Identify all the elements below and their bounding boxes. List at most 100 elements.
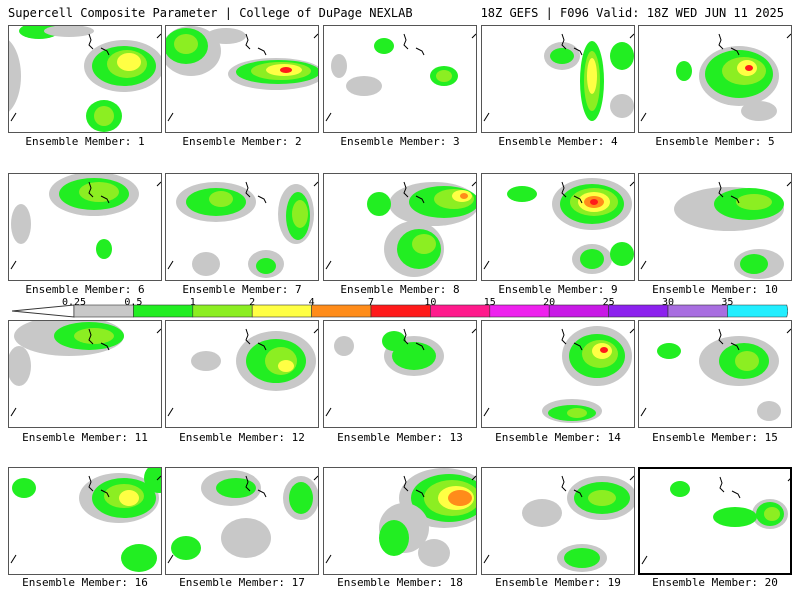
ensemble-member-map-15[interactable] xyxy=(638,320,792,428)
lake-outline xyxy=(88,33,161,56)
colorbar-tick-label: 2 xyxy=(249,297,256,308)
scp-contour xyxy=(174,34,198,54)
scp-contour xyxy=(206,28,246,44)
colorbar-segment xyxy=(370,304,431,318)
lake-outline xyxy=(245,181,318,204)
colorbar-segment xyxy=(667,304,728,318)
scp-contour xyxy=(745,65,753,71)
ensemble-member-caption: Ensemble Member: 9 xyxy=(498,283,618,296)
coast-outline xyxy=(483,554,490,564)
scp-contour xyxy=(610,94,634,118)
lake-outline xyxy=(403,181,476,204)
ensemble-member-map-6[interactable] xyxy=(8,173,162,281)
scp-contour xyxy=(564,548,600,568)
scp-contour xyxy=(588,490,616,506)
ensemble-member-map-8[interactable] xyxy=(323,173,477,281)
ensemble-member-map-11[interactable] xyxy=(8,320,162,428)
coast-outline xyxy=(641,555,648,565)
scp-field-17 xyxy=(167,470,318,564)
scp-field-14 xyxy=(483,326,634,423)
scp-contour xyxy=(171,536,201,560)
scp-contour xyxy=(590,199,598,205)
ensemble-member-map-14[interactable] xyxy=(481,320,635,428)
scp-field-5 xyxy=(640,33,791,122)
scp-contour xyxy=(191,351,221,371)
scp-contour xyxy=(9,40,21,112)
ensemble-member-map-12[interactable] xyxy=(165,320,319,428)
scp-contour xyxy=(379,520,409,556)
coast-outline xyxy=(167,260,174,270)
ensemble-member-map-19[interactable] xyxy=(481,467,635,575)
scp-contour xyxy=(117,53,141,71)
ensemble-member-map-4[interactable] xyxy=(481,25,635,133)
scp-field-3 xyxy=(325,33,476,122)
scp-field-9 xyxy=(483,178,634,274)
ensemble-member-caption: Ensemble Member: 12 xyxy=(179,431,305,444)
lake-outline xyxy=(245,33,318,56)
lake-outline xyxy=(88,181,161,204)
lake-outline xyxy=(245,475,318,498)
scp-contour xyxy=(367,192,391,216)
ensemble-member-map-5[interactable] xyxy=(638,25,792,133)
scp-contour xyxy=(392,342,436,370)
ensemble-member-caption: Ensemble Member: 2 xyxy=(182,135,302,148)
ensemble-member-map-1[interactable] xyxy=(8,25,162,133)
scp-contour xyxy=(587,58,597,94)
ensemble-member-caption: Ensemble Member: 13 xyxy=(337,431,463,444)
scp-contour xyxy=(44,26,94,37)
colorbar-tick-label: 7 xyxy=(367,297,375,308)
scp-field-13 xyxy=(325,328,476,417)
scp-contour xyxy=(507,186,537,202)
colorbar-segment xyxy=(489,304,550,318)
coast-outline xyxy=(10,112,17,122)
scp-field-6 xyxy=(10,174,161,270)
ensemble-member-map-10[interactable] xyxy=(638,173,792,281)
colorbar-tick-label: 1 xyxy=(189,297,196,308)
ensemble-member-caption: Ensemble Member: 5 xyxy=(655,135,775,148)
ensemble-member-caption: Ensemble Member: 11 xyxy=(22,431,148,444)
scp-contour xyxy=(610,42,634,70)
scp-contour xyxy=(11,204,31,244)
page-title: Supercell Composite Parameter | College … xyxy=(8,6,413,20)
scp-contour xyxy=(374,38,394,54)
coast-outline xyxy=(325,260,332,270)
scp-contour xyxy=(119,490,139,506)
ensemble-member-map-18[interactable] xyxy=(323,467,477,575)
scp-field-10 xyxy=(640,181,791,279)
scp-contour xyxy=(216,478,256,498)
ensemble-member-map-9[interactable] xyxy=(481,173,635,281)
scp-contour xyxy=(764,507,780,521)
ensemble-member-map-7[interactable] xyxy=(165,173,319,281)
scp-contour xyxy=(418,539,450,567)
ensemble-member-caption: Ensemble Member: 19 xyxy=(495,576,621,589)
scp-contour xyxy=(448,490,472,506)
scp-contour xyxy=(382,331,406,351)
ensemble-member-map-17[interactable] xyxy=(165,467,319,575)
ensemble-member-map-3[interactable] xyxy=(323,25,477,133)
coast-outline xyxy=(325,554,332,564)
ensemble-member-map-13[interactable] xyxy=(323,320,477,428)
lake-outline xyxy=(561,475,634,498)
colorbar-tick-label: 10 xyxy=(424,297,437,308)
ensemble-member-map-2[interactable] xyxy=(165,25,319,133)
ensemble-member-caption: Ensemble Member: 1 xyxy=(25,135,145,148)
scp-contour xyxy=(676,61,692,81)
colorbar-tick-label: 25 xyxy=(602,297,615,308)
colorbar-segment xyxy=(311,304,372,318)
scp-contour xyxy=(741,101,777,121)
lake-outline xyxy=(403,475,476,498)
ensemble-member-map-20[interactable] xyxy=(638,467,792,575)
scp-contour xyxy=(96,239,112,259)
lake-outline xyxy=(245,328,318,351)
ensemble-member-map-16[interactable] xyxy=(8,467,162,575)
scp-contour xyxy=(74,328,114,344)
scp-field-15 xyxy=(640,328,791,421)
scp-contour xyxy=(144,468,161,493)
coast-outline xyxy=(640,112,647,122)
colorbar-tick-label: 20 xyxy=(543,297,556,308)
scp-field-12 xyxy=(167,328,318,417)
scp-contour xyxy=(12,478,36,498)
colorbar-tick-label: 4 xyxy=(308,297,315,308)
scp-contour xyxy=(757,401,781,421)
colorbar-tick-label: 30 xyxy=(661,297,675,308)
